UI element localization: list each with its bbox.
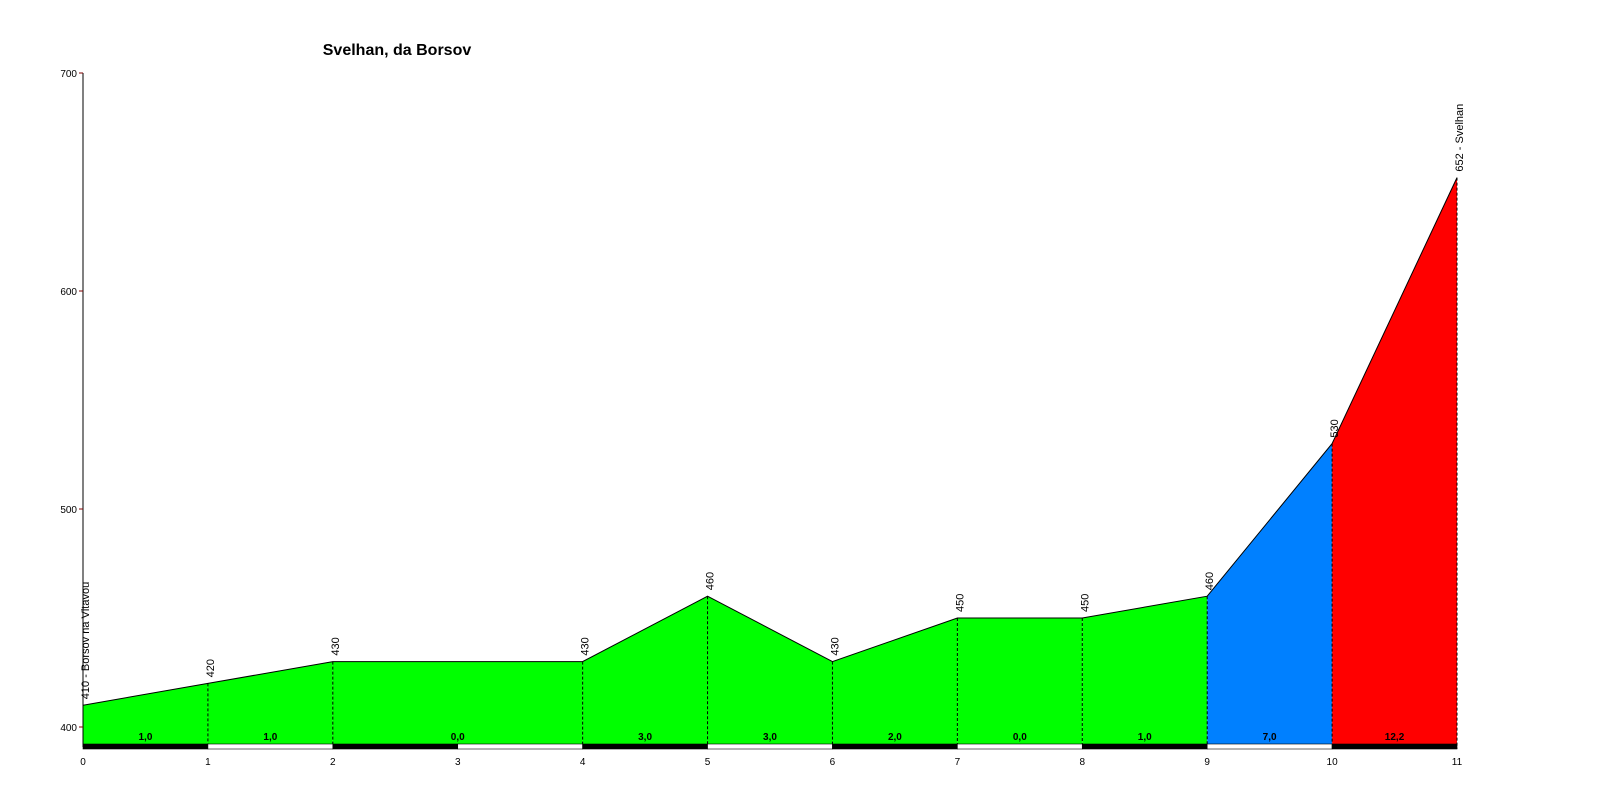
km-scale-bars: [82, 743, 1458, 750]
chart-title: Svelhan, da Borsov: [323, 42, 472, 59]
x-tick-label-2: 2: [330, 757, 336, 768]
elevation-label-9: 530: [1329, 419, 1341, 437]
grade-label-5: 2,0: [888, 732, 902, 743]
y-tick-label-1: 500: [60, 505, 77, 516]
elevation-label-3: 430: [580, 637, 592, 655]
km-bar-3: [457, 743, 583, 750]
segment-area-3: [582, 596, 708, 749]
km-bar-7: [957, 743, 1083, 750]
grade-label-7: 1,0: [1138, 732, 1152, 743]
segment-area-5: [832, 618, 958, 749]
segment-area-6: [957, 618, 1083, 749]
km-bar-0: [82, 743, 209, 750]
elevation-label-4: 460: [705, 572, 717, 590]
grade-label-2: 0,0: [451, 732, 465, 743]
elevation-label-5: 430: [829, 637, 841, 655]
elevation-label-6: 450: [954, 594, 966, 612]
km-bar-9: [1206, 743, 1333, 750]
km-bar-8: [1081, 743, 1208, 750]
km-bar-2: [332, 743, 459, 750]
x-tick-label-10: 10: [1327, 757, 1339, 768]
segment-area-1: [207, 661, 333, 749]
labels: 1,0 1,0 0,0 3,0 3,0 2,0 0,0 1,0 7,0 12,2 410 - Bor…: [80, 104, 1466, 743]
grade-label-3: 3,0: [638, 732, 652, 743]
axes: 400 500 600 700 0 1 2 3 4 5 6 7 8 9 10 11: [60, 69, 1462, 768]
km-bar-1: [207, 743, 334, 750]
segment-fills: [83, 177, 1457, 749]
profile-outline: [82, 177, 1458, 706]
grade-label-8: 7,0: [1263, 732, 1277, 743]
y-tick-label-2: 600: [60, 287, 77, 298]
grade-label-0: 1,0: [139, 732, 153, 743]
grade-label-6: 0,0: [1013, 732, 1027, 743]
grade-label-1: 1,0: [263, 732, 277, 743]
x-tick-label-6: 6: [830, 757, 836, 768]
segment-area-2: [332, 661, 583, 749]
km-bar-6: [832, 743, 958, 750]
x-tick-label-7: 7: [955, 757, 961, 768]
y-tick-label-0: 400: [60, 723, 77, 734]
x-tick-label-4: 4: [580, 757, 586, 768]
x-tick-label-0: 0: [80, 757, 86, 768]
segment-area-4: [707, 596, 833, 749]
km-marker-lines: [207, 177, 1458, 749]
profile-line: [82, 177, 1458, 706]
y-tick-label-3: 700: [60, 69, 77, 80]
elevation-label-8: 460: [1204, 572, 1216, 590]
segment-area-8: [1207, 443, 1333, 749]
elevation-label-1: 420: [205, 659, 217, 677]
x-tick-label-8: 8: [1079, 757, 1085, 768]
segment-area-0: [83, 683, 208, 749]
elevation-label-2: 430: [330, 637, 342, 655]
segment-area-7: [1082, 596, 1208, 749]
km-bar-5: [707, 743, 833, 750]
x-tick-label-3: 3: [455, 757, 461, 768]
elevation-label-0: 410 - Borsov na Vltavou: [80, 582, 92, 699]
grade-label-9: 12,2: [1385, 732, 1405, 743]
km-bar-10: [1331, 743, 1458, 750]
km-bar-4: [582, 743, 708, 750]
x-tick-label-11: 11: [1452, 757, 1463, 768]
elevation-label-7: 450: [1079, 594, 1091, 612]
x-tick-label-5: 5: [705, 757, 711, 768]
elevation-label-10: 652 - Svelhan: [1454, 104, 1466, 172]
x-tick-label-9: 9: [1204, 757, 1210, 768]
x-tick-label-1: 1: [205, 757, 211, 768]
grade-label-4: 3,0: [763, 732, 777, 743]
segment-area-9: [1332, 177, 1457, 749]
